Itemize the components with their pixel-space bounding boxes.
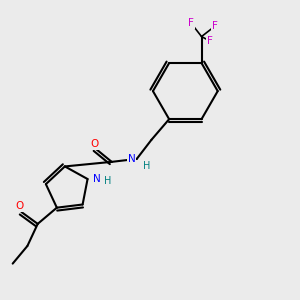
Text: H: H [104, 176, 111, 186]
Text: N: N [93, 174, 100, 184]
Text: N: N [128, 154, 135, 164]
Text: F: F [188, 18, 194, 28]
Text: O: O [15, 201, 23, 211]
Text: H: H [143, 161, 151, 171]
Text: O: O [90, 139, 98, 149]
Text: F: F [207, 36, 213, 46]
Text: F: F [212, 21, 218, 31]
